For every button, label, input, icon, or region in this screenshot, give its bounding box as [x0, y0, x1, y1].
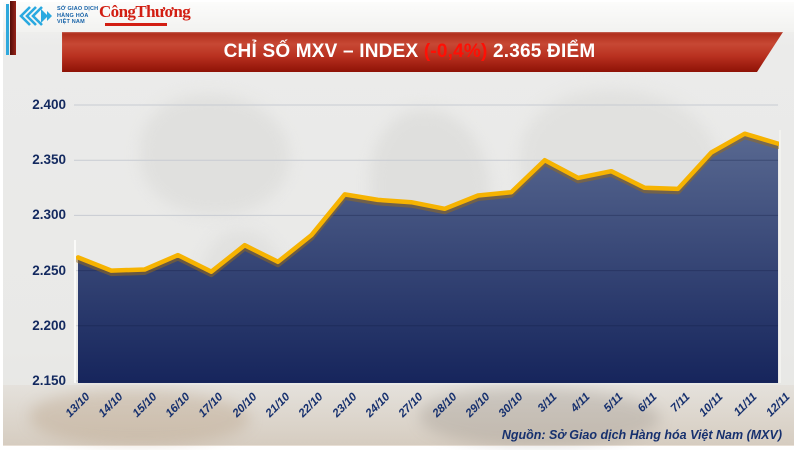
- y-axis-tick-label: 2.350: [32, 152, 66, 168]
- plot-right-edge: [779, 130, 781, 383]
- congthuong-logo: CôngThương: [99, 2, 191, 21]
- y-axis-tick-label: 2.150: [32, 373, 66, 388]
- source-note: Nguồn: Sở Giao dịch Hàng hóa Việt Nam (M…: [501, 428, 782, 442]
- y-axis-line: [74, 240, 76, 383]
- title-banner: CHỈ SỐ MXV – INDEX (-0,4%) 2.365 ĐIỂM: [62, 32, 783, 72]
- decor-stripe-red: [10, 1, 16, 55]
- exchange-name-label: SỞ GIAO DỊCH HÀNG HÓA VIỆT NAM: [57, 6, 98, 26]
- decor-stripe-blue: [6, 4, 9, 55]
- chart-title: CHỈ SỐ MXV – INDEX (-0,4%) 2.365 ĐIỂM: [62, 32, 757, 72]
- chart-title-value: 2.365 ĐIỂM: [493, 41, 596, 62]
- mxv-logo-icon: [19, 5, 55, 32]
- y-axis-tick-label: 2.250: [32, 262, 66, 278]
- chart-title-change: (-0,4%): [423, 41, 488, 62]
- photo-watermark-band: [3, 385, 794, 446]
- chart-title-prefix: CHỈ SỐ MXV – INDEX: [223, 41, 419, 62]
- header-band: [3, 2, 794, 32]
- exchange-name-line: HÀNG HÓA: [57, 12, 89, 19]
- exchange-name-line: SỞ GIAO DỊCH: [57, 6, 99, 12]
- exchange-name-line: VIỆT NAM: [57, 19, 85, 25]
- y-axis-tick-label: 2.400: [32, 97, 66, 112]
- congthuong-logo-underline: [105, 23, 167, 26]
- y-axis-tick-label: 2.200: [32, 317, 66, 333]
- y-axis-tick-label: 2.300: [32, 207, 66, 223]
